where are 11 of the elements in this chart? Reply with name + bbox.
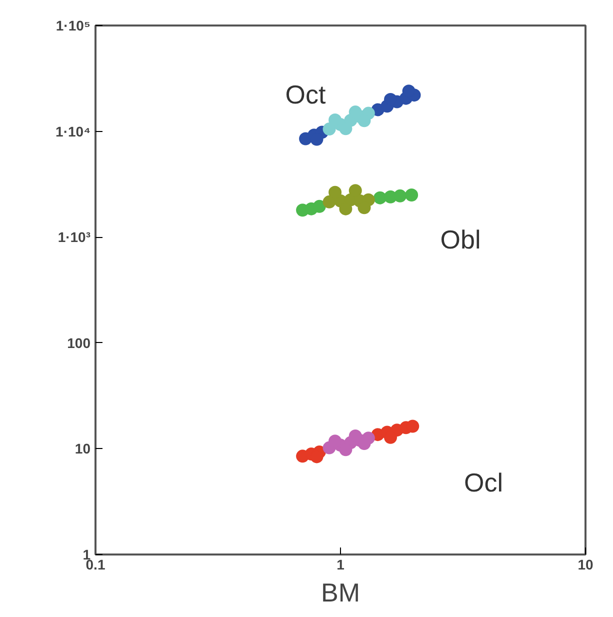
annotation: Oct [285,80,326,110]
x-tick-label: 10 [578,556,594,572]
y-tick-label: 100 [67,334,91,351]
y-tick-label: 10 [74,440,91,457]
annotation: Ocl [464,468,503,498]
y-tick-label: 1·10³ [58,229,91,246]
y-tick-label: 1·10⁴ [56,123,91,140]
y-tick-label: 1·10⁵ [56,18,91,34]
annotation: Obl [440,224,481,254]
x-tick-label: 1 [336,556,345,572]
x-axis-title: BM [321,578,360,608]
